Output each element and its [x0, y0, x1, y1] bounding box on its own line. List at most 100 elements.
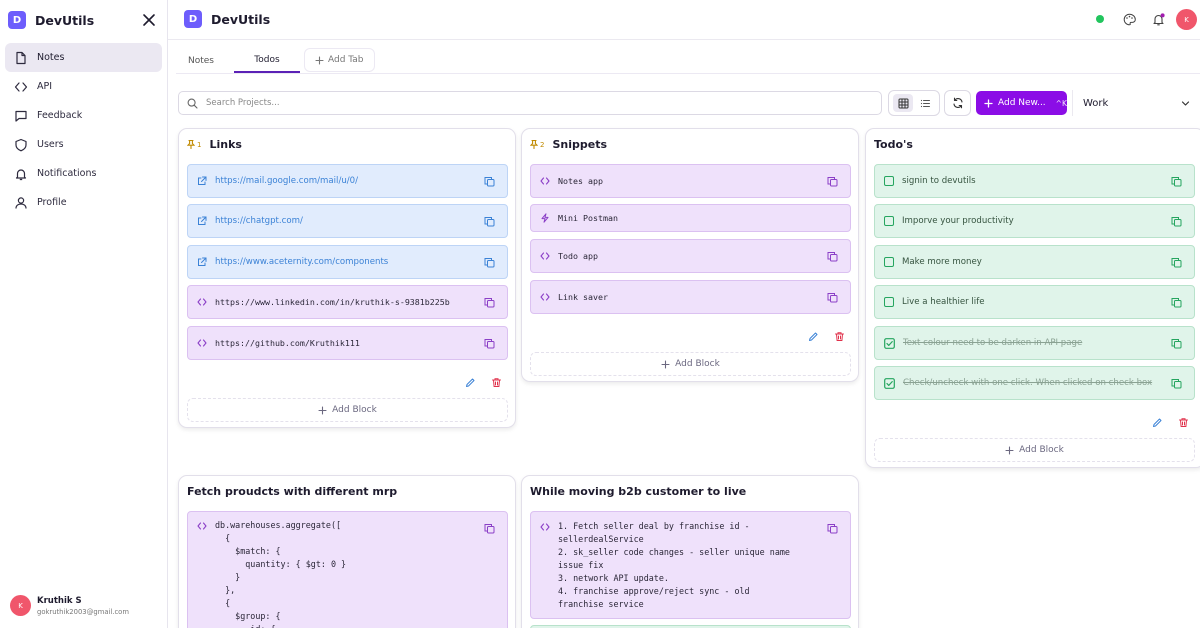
code-icon: [540, 293, 550, 301]
code-block[interactable]: https://github.com/Kruthik111: [187, 326, 508, 360]
add-block-label: Add Block: [332, 405, 377, 415]
app-name: DevUtils: [35, 12, 95, 28]
copy-icon[interactable]: [484, 523, 495, 534]
copy-icon[interactable]: [484, 338, 495, 349]
code-icon: [540, 523, 550, 531]
tab-todos[interactable]: Todos: [234, 48, 300, 73]
code-block[interactable]: https://www.linkedin.com/in/kruthik-s-93…: [187, 285, 508, 319]
card-fetch-products[interactable]: Fetch proudcts with different mrp db.war…: [178, 475, 516, 628]
code-block[interactable]: db.warehouses.aggregate([ { $match: { qu…: [187, 511, 508, 628]
code-text: https://github.com/Kruthik111: [215, 338, 360, 348]
code-block[interactable]: Notes app: [530, 164, 851, 198]
header-brand[interactable]: D DevUtils: [184, 10, 270, 28]
copy-icon[interactable]: [484, 176, 495, 187]
todo-item[interactable]: Check/uncheck with one click. When click…: [874, 366, 1195, 400]
search-bar: [178, 91, 882, 115]
todo-item[interactable]: signin to devutils: [874, 164, 1195, 198]
trash-icon[interactable]: [491, 377, 503, 389]
card-b2b-live[interactable]: While moving b2b customer to live 1. Fet…: [521, 475, 859, 628]
palette-icon[interactable]: [1123, 13, 1136, 26]
workspace-select[interactable]: Work: [1072, 90, 1200, 116]
copy-icon[interactable]: [1171, 338, 1182, 349]
todo-item[interactable]: Text colour need to be darken in API pag…: [874, 326, 1195, 360]
sidebar-item-feedback[interactable]: Feedback: [5, 101, 162, 130]
card-links[interactable]: 1 Links https://mail.google.com/mail/u/0…: [178, 128, 516, 428]
plus-icon: [318, 405, 327, 415]
copy-icon[interactable]: [827, 292, 838, 303]
add-block-button[interactable]: Add Block: [187, 398, 508, 422]
sidebar-item-notifications[interactable]: Notifications: [5, 159, 162, 188]
checkbox[interactable]: [884, 297, 894, 307]
add-tab-button[interactable]: Add Tab: [304, 48, 375, 72]
checkbox-checked[interactable]: [884, 337, 895, 349]
code-text: Link saver: [558, 292, 608, 302]
todo-item[interactable]: [530, 625, 851, 628]
todo-item[interactable]: Live a healthier life: [874, 285, 1195, 319]
search-input[interactable]: [206, 98, 846, 108]
link-block[interactable]: https://mail.google.com/mail/u/0/: [187, 164, 508, 198]
todo-item[interactable]: Make more money: [874, 245, 1195, 279]
pin-order: 2: [540, 140, 545, 149]
close-icon[interactable]: [141, 12, 157, 28]
copy-icon[interactable]: [1171, 176, 1182, 187]
todo-item[interactable]: Imporve your productivity: [874, 204, 1195, 238]
tab-notes[interactable]: Notes: [188, 55, 214, 66]
link-block[interactable]: https://chatgpt.com/: [187, 204, 508, 238]
edit-icon[interactable]: [808, 331, 820, 343]
checkbox[interactable]: [884, 176, 894, 186]
copy-icon[interactable]: [827, 523, 838, 534]
code-text: Mini Postman: [558, 213, 618, 223]
refresh-button[interactable]: [944, 90, 971, 116]
sidebar-brand[interactable]: D DevUtils: [8, 10, 94, 30]
api-block[interactable]: Mini Postman: [530, 204, 851, 232]
sidebar-item-users[interactable]: Users: [5, 130, 162, 159]
app-logo: D: [184, 10, 202, 28]
todo-text: signin to devutils: [902, 176, 976, 186]
trash-icon[interactable]: [1178, 417, 1190, 429]
sidebar-item-label: API: [37, 81, 53, 92]
card-todos[interactable]: Todo's signin to devutils Imporve your p…: [865, 128, 1200, 468]
copy-icon[interactable]: [1171, 216, 1182, 227]
card-title: While moving b2b customer to live: [530, 485, 747, 498]
sidebar-item-api[interactable]: API: [5, 72, 162, 101]
grid-view-button[interactable]: [893, 94, 913, 112]
checkbox[interactable]: [884, 257, 894, 267]
card-title: Fetch proudcts with different mrp: [187, 485, 398, 498]
copy-icon[interactable]: [1171, 257, 1182, 268]
copy-icon[interactable]: [484, 257, 495, 268]
list-view-button[interactable]: [915, 94, 935, 112]
add-block-button[interactable]: Add Block: [874, 438, 1195, 462]
copy-icon[interactable]: [827, 176, 838, 187]
copy-icon[interactable]: [827, 251, 838, 262]
add-new-label: Add New...: [998, 98, 1046, 108]
link-url: https://chatgpt.com/: [215, 216, 303, 226]
pin-icon[interactable]: 1: [187, 140, 201, 149]
edit-icon[interactable]: [465, 377, 477, 389]
card-snippets[interactable]: 2 Snippets Notes app Mini Postman Todo a…: [521, 128, 859, 382]
sidebar-item-notes[interactable]: Notes: [5, 43, 162, 72]
code-block[interactable]: 1. Fetch seller deal by franchise id - s…: [530, 511, 851, 619]
add-block-button[interactable]: Add Block: [530, 352, 851, 376]
list-icon: [920, 99, 930, 107]
avatar[interactable]: K: [1176, 9, 1197, 30]
bell-icon: [13, 166, 29, 182]
link-block[interactable]: https://www.aceternity.com/components: [187, 245, 508, 279]
external-link-icon: [198, 176, 207, 185]
user-profile[interactable]: K Kruthik S gokruthik2003@gmail.com: [10, 595, 129, 616]
code-block[interactable]: Todo app: [530, 239, 851, 273]
copy-icon[interactable]: [1171, 297, 1182, 308]
bell-icon[interactable]: [1152, 13, 1165, 26]
copy-icon[interactable]: [484, 216, 495, 227]
copy-icon[interactable]: [1171, 378, 1182, 389]
checkbox-checked[interactable]: [884, 377, 895, 389]
checkbox[interactable]: [884, 216, 894, 226]
sidebar-item-profile[interactable]: Profile: [5, 188, 162, 217]
code-block[interactable]: Link saver: [530, 280, 851, 314]
card-title: Snippets: [552, 138, 608, 151]
pin-icon[interactable]: 2: [530, 140, 544, 149]
add-new-button[interactable]: Add New... ^K: [976, 91, 1067, 115]
copy-icon[interactable]: [484, 297, 495, 308]
sidebar-item-label: Feedback: [37, 110, 83, 121]
edit-icon[interactable]: [1152, 417, 1164, 429]
trash-icon[interactable]: [834, 331, 846, 343]
